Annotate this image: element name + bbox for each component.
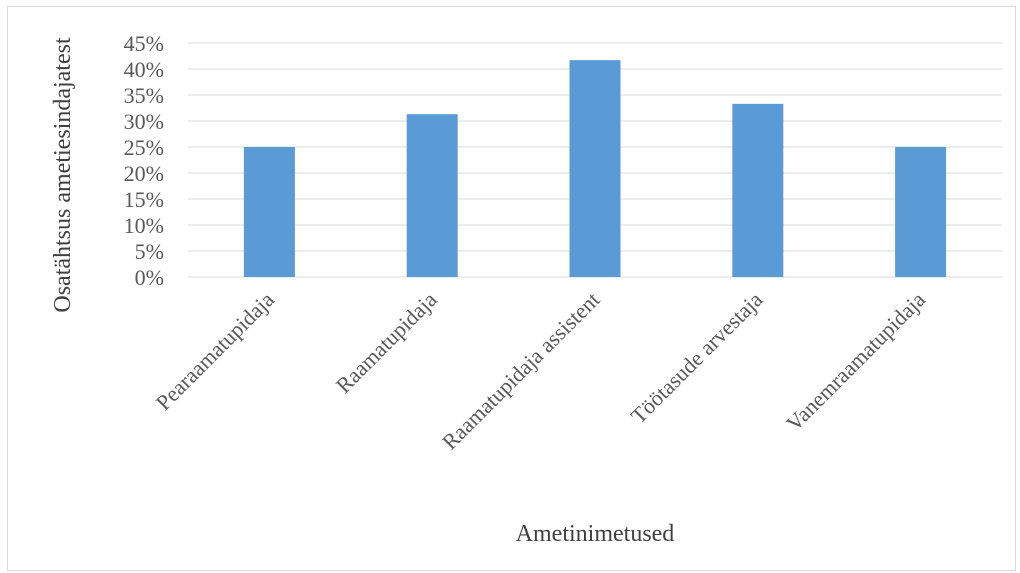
y-tick-label: 15% <box>124 187 164 212</box>
bar <box>732 103 784 277</box>
y-tick-label: 20% <box>124 161 164 186</box>
x-tick-label: Raamatupidaja assistent <box>437 287 605 455</box>
y-tick-label: 5% <box>135 239 164 264</box>
x-tick-label: Raamatupidaja <box>331 287 442 398</box>
y-tick-label: 45% <box>124 31 164 56</box>
x-axis-ticks: Pearaamatupidaja RaamatupidajaRaamatupida… <box>151 287 931 455</box>
y-tick-label: 25% <box>124 135 164 160</box>
y-tick-label: 0% <box>135 265 164 290</box>
y-tick-label: 30% <box>124 109 164 134</box>
y-axis-ticks: 0%5%10%15%20%25%30%35%40%45% <box>124 31 164 290</box>
y-axis-title: Osatähtsus ametiesindajatest <box>50 37 76 313</box>
chart-frame <box>7 6 1016 571</box>
x-tick-label: Pearaamatupidaja <box>151 287 279 415</box>
bar <box>569 60 621 277</box>
bar <box>243 147 295 277</box>
y-tick-label: 40% <box>124 57 164 82</box>
bar <box>895 147 947 277</box>
x-tick-label: Töötasude arvestaja <box>626 287 768 429</box>
x-axis-title: Ametinimetused <box>516 521 675 547</box>
y-tick-label: 10% <box>124 213 164 238</box>
bar <box>406 114 458 278</box>
x-tick-label: Vanemraamatupidaja <box>781 287 930 436</box>
bars <box>243 60 947 278</box>
y-tick-label: 35% <box>124 83 164 108</box>
